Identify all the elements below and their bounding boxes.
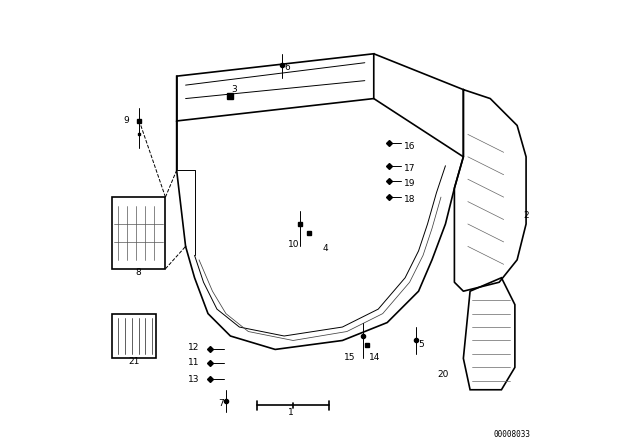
Text: 4: 4 [323, 244, 328, 253]
Text: 15: 15 [344, 353, 356, 362]
Text: 16: 16 [404, 142, 416, 151]
Text: 10: 10 [289, 240, 300, 249]
Text: 2: 2 [524, 211, 529, 220]
Text: 14: 14 [369, 353, 381, 362]
Text: 13: 13 [188, 375, 199, 384]
Text: 7: 7 [218, 399, 224, 408]
Text: 18: 18 [404, 195, 416, 204]
Text: 21: 21 [129, 358, 140, 366]
Text: 3: 3 [232, 85, 237, 94]
Text: 9: 9 [124, 116, 130, 125]
Text: 00008033: 00008033 [493, 430, 531, 439]
Text: 17: 17 [404, 164, 416, 172]
Text: 1: 1 [288, 408, 294, 417]
Text: 20: 20 [438, 370, 449, 379]
Text: 8: 8 [136, 268, 141, 277]
Text: 6: 6 [284, 63, 290, 72]
Text: 5: 5 [419, 340, 424, 349]
Text: 11: 11 [188, 358, 199, 367]
Text: 12: 12 [188, 343, 199, 352]
Text: 19: 19 [404, 179, 416, 188]
